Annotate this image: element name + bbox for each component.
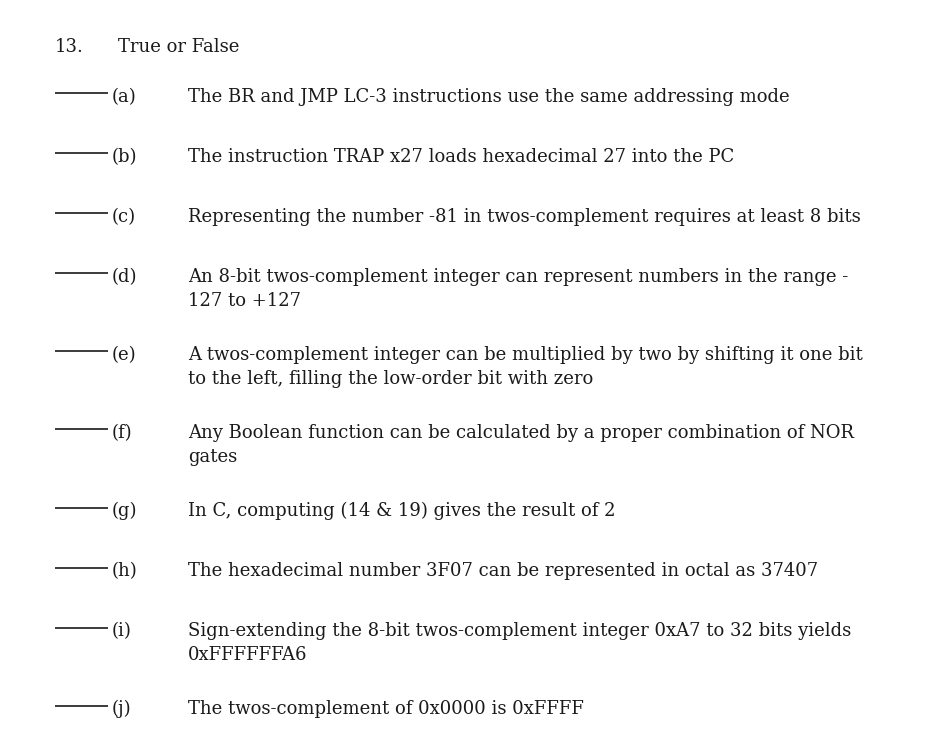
Text: A twos-complement integer can be multiplied by two by shifting it one bit
to the: A twos-complement integer can be multipl…: [188, 346, 863, 389]
Text: The hexadecimal number 3F07 can be represented in octal as 37407: The hexadecimal number 3F07 can be repre…: [188, 562, 818, 580]
Text: (c): (c): [112, 208, 136, 226]
Text: (f): (f): [112, 424, 132, 442]
Text: (g): (g): [112, 502, 138, 520]
Text: True or False: True or False: [118, 38, 240, 56]
Text: Representing the number -81 in twos-complement requires at least 8 bits: Representing the number -81 in twos-comp…: [188, 208, 861, 226]
Text: (a): (a): [112, 88, 137, 106]
Text: Any Boolean function can be calculated by a proper combination of NOR
gates: Any Boolean function can be calculated b…: [188, 424, 854, 466]
Text: (j): (j): [112, 700, 131, 718]
Text: An 8-bit twos-complement integer can represent numbers in the range -
127 to +12: An 8-bit twos-complement integer can rep…: [188, 268, 849, 310]
Text: (d): (d): [112, 268, 138, 286]
Text: The instruction TRAP x27 loads hexadecimal 27 into the PC: The instruction TRAP x27 loads hexadecim…: [188, 148, 734, 166]
Text: (e): (e): [112, 346, 137, 364]
Text: In C, computing (14 & 19) gives the result of 2: In C, computing (14 & 19) gives the resu…: [188, 502, 615, 520]
Text: (h): (h): [112, 562, 138, 580]
Text: (b): (b): [112, 148, 138, 166]
Text: (i): (i): [112, 622, 132, 640]
Text: 13.: 13.: [55, 38, 84, 56]
Text: Sign-extending the 8-bit twos-complement integer 0xA7 to 32 bits yields
0xFFFFFF: Sign-extending the 8-bit twos-complement…: [188, 622, 851, 665]
Text: The BR and JMP LC-3 instructions use the same addressing mode: The BR and JMP LC-3 instructions use the…: [188, 88, 789, 106]
Text: The twos-complement of 0x0000 is 0xFFFF: The twos-complement of 0x0000 is 0xFFFF: [188, 700, 584, 718]
